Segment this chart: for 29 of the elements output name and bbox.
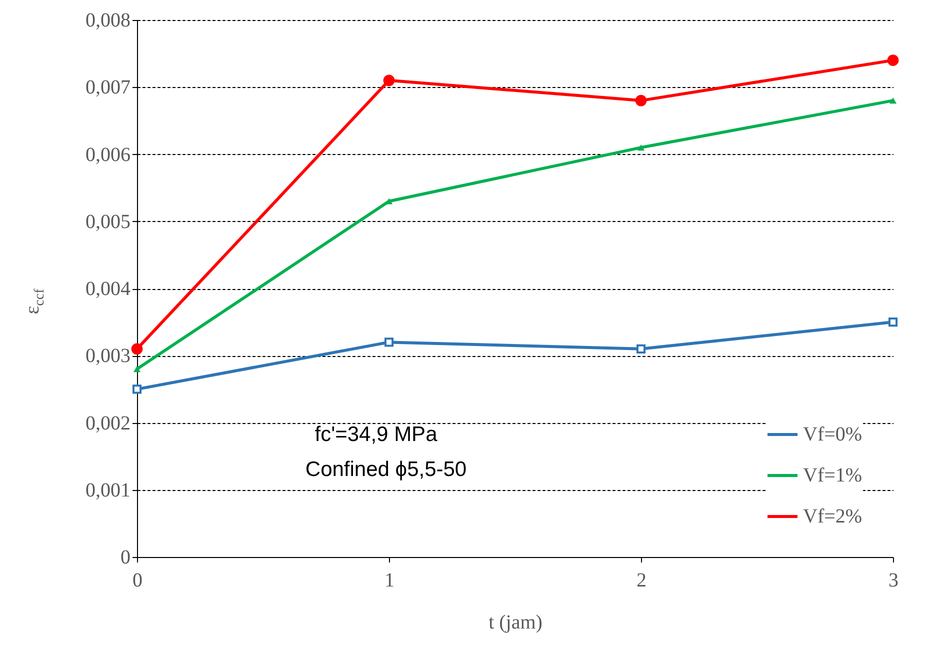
y-tick-label: 0,005 — [86, 210, 130, 233]
y-tick-label: 0,007 — [86, 76, 130, 99]
x-axis-title: t (jam) — [488, 612, 542, 634]
point — [637, 144, 645, 151]
point — [636, 344, 646, 354]
y-tick-label: 0,006 — [86, 144, 130, 166]
y-tick-label: 0,008 — [86, 10, 130, 32]
annotation: fc'=34,9 MPa — [314, 423, 438, 446]
point — [133, 366, 141, 372]
point — [384, 338, 394, 347]
y-tick-label: 0,003 — [86, 345, 130, 368]
x-tick-label: 2 — [636, 570, 646, 592]
legend-label: Vf=1% — [803, 464, 862, 486]
y-tick-label: 0 — [120, 546, 130, 568]
point — [888, 318, 898, 327]
annotation: Confined ϕ5,5-50 — [305, 458, 467, 481]
point — [635, 94, 647, 106]
x-tick-label: 1 — [384, 570, 394, 592]
y-tick-label: 0,001 — [86, 479, 130, 502]
x-tick-label: 3 — [888, 570, 898, 592]
y-tick-label: 0,004 — [86, 278, 130, 300]
legend-label: Vf=2% — [803, 506, 862, 528]
y-tick-label: 0,002 — [86, 412, 130, 434]
point — [887, 54, 899, 66]
legend-label: Vf=0% — [803, 424, 862, 446]
point — [131, 343, 143, 355]
point — [889, 97, 897, 104]
point — [383, 74, 395, 86]
point — [132, 384, 142, 394]
